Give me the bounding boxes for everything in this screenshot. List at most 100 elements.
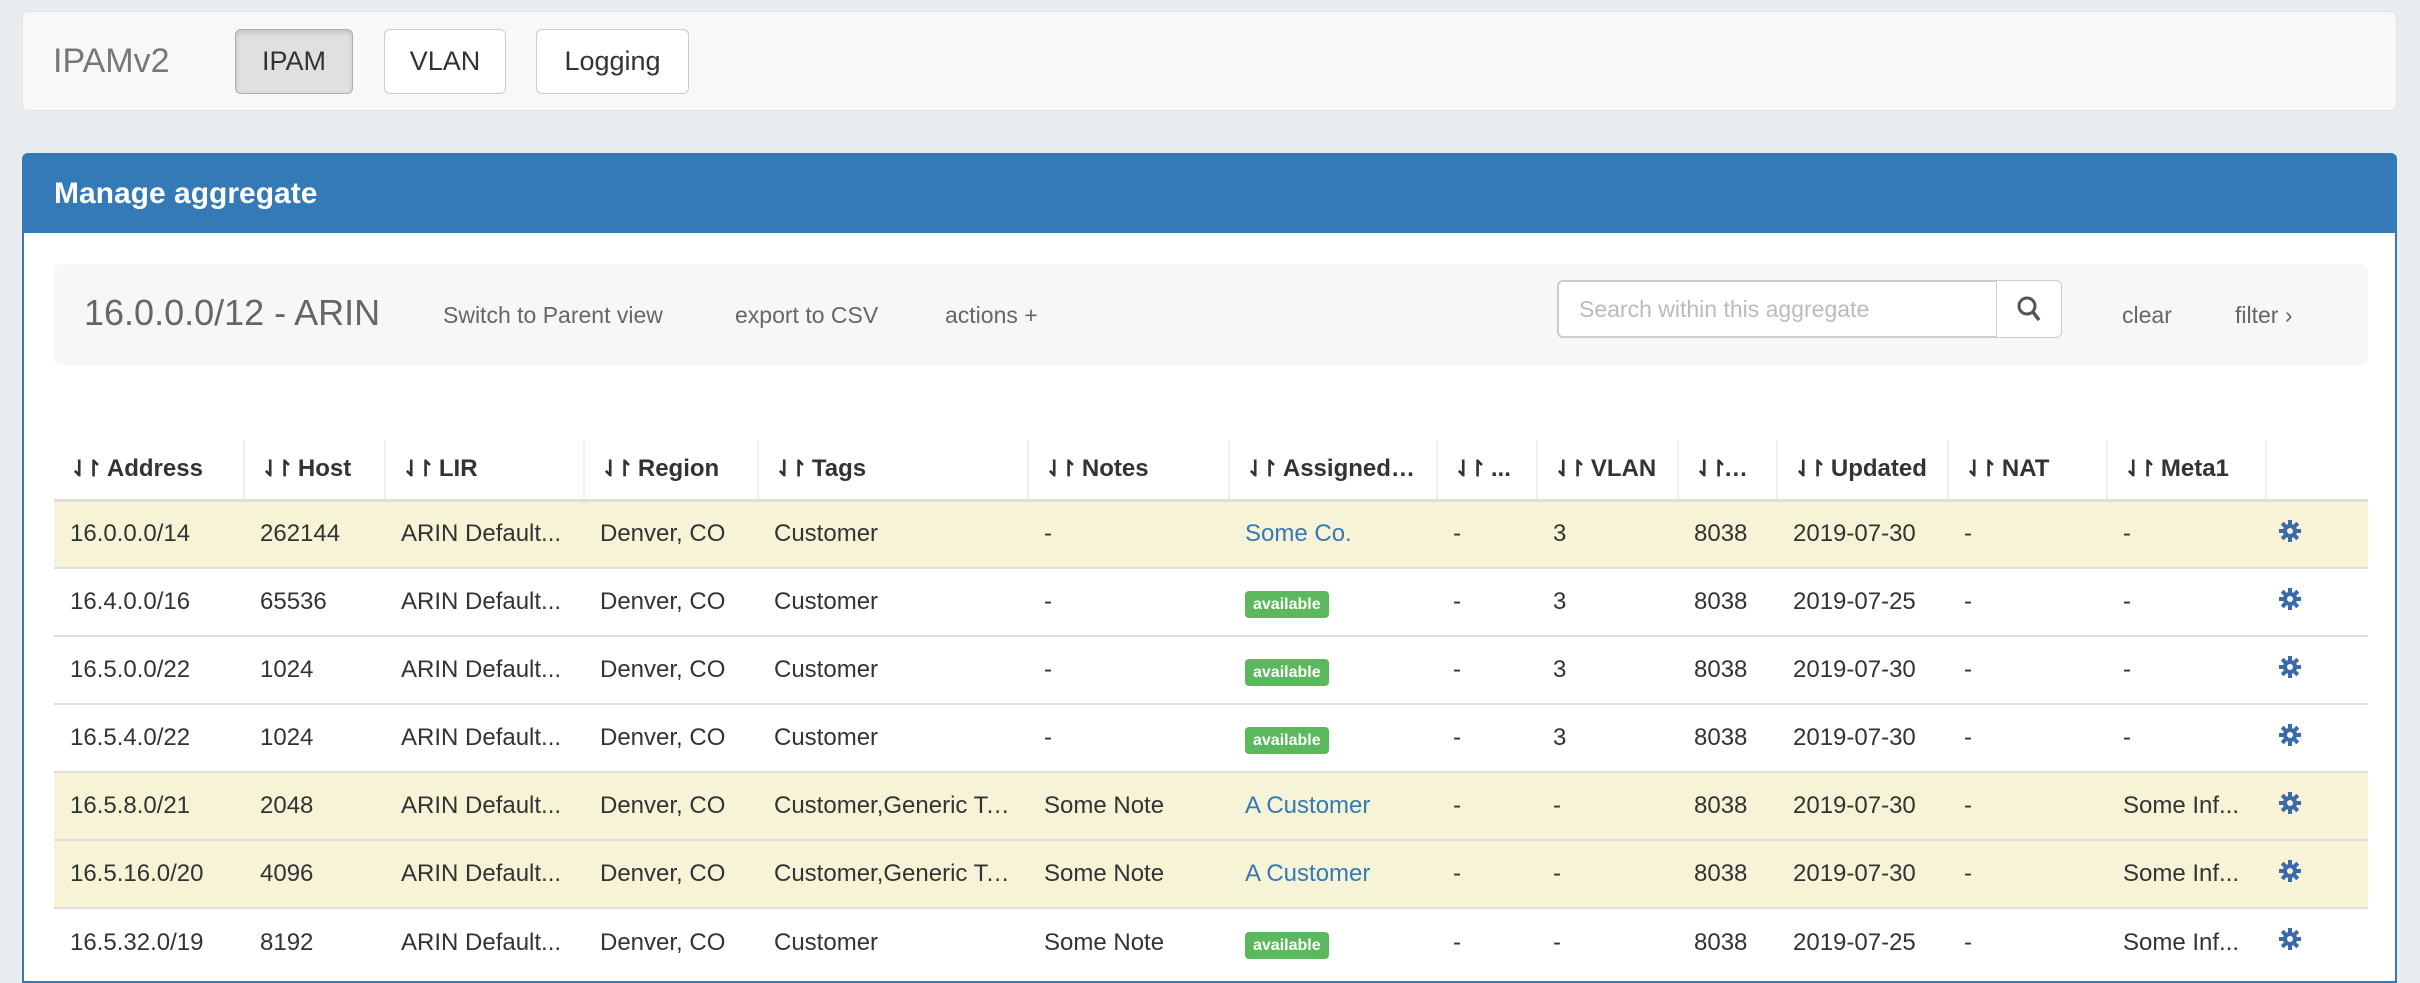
gear-icon[interactable]: [2278, 791, 2302, 815]
cell-text: -: [2123, 520, 2131, 548]
column-header-address[interactable]: ⇃↾ Address: [54, 440, 244, 502]
column-header-lir[interactable]: ⇃↾ LIR: [384, 440, 584, 502]
cell-text: 3: [1553, 656, 1567, 683]
cell-text: 2019-07-30: [1793, 792, 1916, 819]
table-row[interactable]: 16.0.0.0/14 262144 ARIN Default... Denver, …: [54, 499, 2368, 568]
column-header--[interactable]: ⇃↾...: [1436, 440, 1537, 502]
cell: -: [1028, 499, 1229, 568]
cell-text: -: [2123, 656, 2131, 683]
gear-icon[interactable]: [2278, 723, 2302, 747]
cell-text: -: [1044, 520, 1052, 548]
table-row[interactable]: 16.4.0.0/16 65536 ARIN Default... Denver, C…: [54, 567, 2368, 636]
cell: ARIN Default...: [385, 703, 584, 772]
available-badge: available: [1245, 659, 1329, 686]
brand[interactable]: IPAMv2: [53, 42, 170, 80]
row-actions[interactable]: [2266, 499, 2368, 568]
cell-text: Customer,Generic Tag: [774, 792, 1013, 819]
cell-text: Customer: [774, 656, 879, 683]
cell-text: -: [1453, 656, 1461, 683]
gear-icon[interactable]: [2278, 587, 2302, 611]
cell-text: Customer: [774, 520, 879, 548]
filter-toggle[interactable]: filter ›: [2235, 302, 2293, 328]
cell-text: Some Note: [1044, 928, 1165, 956]
cell-text: 16.5.8.0/21: [70, 792, 191, 819]
column-header-notes[interactable]: ⇃↾ Notes: [1027, 440, 1229, 502]
cell: -: [1948, 839, 2107, 908]
cell: Customer: [758, 499, 1028, 568]
column-label: Address: [106, 455, 203, 483]
sort-icon: ⇃↾: [70, 456, 103, 482]
cell-text: Denver, CO: [600, 724, 726, 751]
table-row[interactable]: 16.5.32.0/19 8192 ARIN Default... Denver, C…: [54, 907, 2368, 976]
cell-text: 8038: [1694, 860, 1748, 887]
row-actions[interactable]: [2266, 771, 2368, 840]
column-header-assigned-to[interactable]: ⇃↾ Assigned to: [1228, 440, 1437, 502]
cell: -: [1437, 567, 1537, 636]
cell: ARIN Default...: [385, 499, 584, 568]
cell: -: [1028, 703, 1229, 772]
cell-text: -: [1553, 792, 1561, 819]
column-header-updated[interactable]: ⇃↾ Updated: [1776, 440, 1948, 502]
cell-text: -: [1964, 656, 1972, 683]
search-button[interactable]: [1997, 280, 2062, 338]
cell: ARIN Default...: [385, 839, 584, 908]
cell-text: -: [1553, 928, 1561, 956]
assigned-to-link[interactable]: A Customer: [1245, 792, 1371, 819]
cell: Some Inf...: [2107, 771, 2266, 840]
cell: Customer: [758, 703, 1028, 772]
cell: 2019-07-25: [1777, 907, 1948, 976]
cell-text: Denver, CO: [600, 860, 726, 887]
table-row[interactable]: 16.5.16.0/20 4096 ARIN Default... Denver, C…: [54, 839, 2368, 908]
cell-text: 2048: [260, 792, 314, 819]
gear-icon[interactable]: [2278, 859, 2302, 883]
column-header-meta1[interactable]: ⇃↾ Meta1: [2106, 440, 2266, 502]
cell-text: Some Inf...: [2123, 860, 2240, 887]
switch-parent-view-link[interactable]: Switch to Parent view: [443, 302, 663, 328]
assigned-to-link[interactable]: A Customer: [1245, 860, 1371, 887]
column-header-a-[interactable]: ⇃↾ A...: [1677, 440, 1777, 502]
actions-menu[interactable]: actions +: [945, 302, 1038, 328]
table-row[interactable]: 16.5.4.0/22 1024 ARIN Default... Denver, CO…: [54, 703, 2368, 772]
clear-link[interactable]: clear: [2122, 302, 2172, 328]
row-actions[interactable]: [2266, 703, 2368, 772]
cell: -: [1948, 907, 2107, 976]
cell: 8038: [1678, 771, 1777, 840]
sort-icon: ⇃↾: [1454, 456, 1487, 482]
gear-icon[interactable]: [2278, 519, 2302, 543]
column-header-tags[interactable]: ⇃↾ Tags: [757, 440, 1028, 502]
column-header-nat[interactable]: ⇃↾ NAT: [1947, 440, 2107, 502]
column-header-host[interactable]: ⇃↾ Host: [243, 440, 385, 502]
cell-text: Customer: [774, 724, 879, 751]
assigned-to-link[interactable]: Some Co.: [1245, 520, 1352, 548]
cell-text: Denver, CO: [600, 588, 726, 615]
search-input[interactable]: [1557, 280, 1997, 338]
row-actions[interactable]: [2266, 567, 2368, 636]
column-label: Host: [297, 455, 352, 483]
cell: Denver, CO: [584, 839, 758, 908]
row-actions[interactable]: [2266, 635, 2368, 704]
available-badge: available: [1245, 591, 1329, 618]
column-label: ...: [1490, 455, 1511, 483]
table-row[interactable]: 16.5.0.0/22 1024 ARIN Default... Denver, CO…: [54, 635, 2368, 704]
gear-icon[interactable]: [2278, 655, 2302, 679]
cell-text: ARIN Default...: [401, 656, 562, 683]
column-header-vlan[interactable]: ⇃↾ VLAN: [1536, 440, 1678, 502]
nav-vlan-button[interactable]: VLAN: [384, 29, 506, 94]
cell-text: -: [1553, 860, 1561, 887]
sort-icon: ⇃↾: [2124, 456, 2157, 482]
cell: -: [1437, 499, 1537, 568]
column-header-region[interactable]: ⇃↾ Region: [583, 440, 758, 502]
cell: Some Inf...: [2107, 839, 2266, 908]
gear-icon[interactable]: [2278, 927, 2302, 951]
nav-logging-button[interactable]: Logging: [536, 29, 689, 94]
cell-text: 8192: [260, 928, 314, 956]
cell: 16.5.4.0/22: [54, 703, 244, 772]
nav-ipam-button[interactable]: IPAM: [235, 29, 353, 94]
cell: -: [1437, 907, 1537, 976]
cell: Denver, CO: [584, 635, 758, 704]
export-csv-link[interactable]: export to CSV: [735, 302, 879, 328]
cell-text: 1024: [260, 724, 314, 751]
row-actions[interactable]: [2266, 839, 2368, 908]
table-row[interactable]: 16.5.8.0/21 2048 ARIN Default... Denver, CO…: [54, 771, 2368, 840]
row-actions[interactable]: [2266, 907, 2368, 976]
